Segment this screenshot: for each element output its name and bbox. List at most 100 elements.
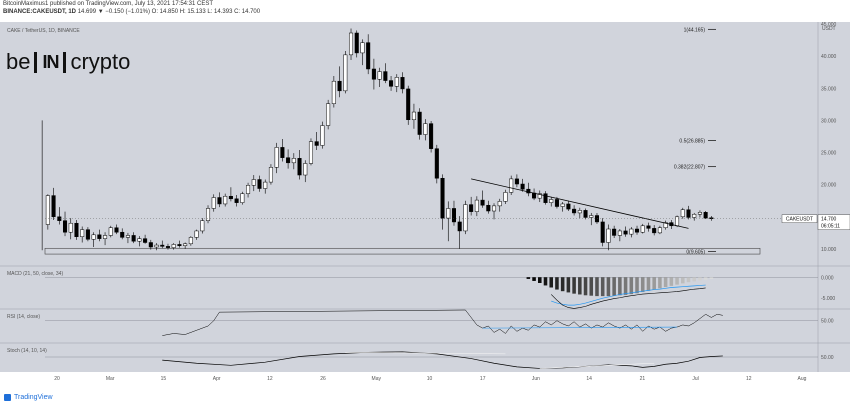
candle — [217, 197, 222, 205]
candle — [320, 125, 325, 146]
candle — [491, 205, 497, 212]
candle — [148, 242, 153, 248]
x-tick-label: 15 — [161, 376, 167, 382]
pane-title: Stoch (14, 10, 14) — [7, 348, 47, 354]
candle — [377, 71, 382, 80]
candle — [308, 141, 314, 164]
macd-histogram-bar — [658, 277, 662, 289]
candle — [629, 228, 634, 235]
candle — [497, 201, 502, 207]
descending-trendline — [471, 178, 689, 229]
candle — [469, 204, 474, 212]
price-tag-box — [817, 214, 850, 230]
candle — [331, 80, 336, 104]
candle — [97, 234, 102, 239]
candle — [394, 77, 399, 87]
x-tick-label: 14 — [586, 376, 592, 382]
candle — [154, 244, 159, 248]
macd-histogram-bar — [555, 277, 559, 290]
candle — [652, 228, 657, 234]
price-tag: 14.700 — [821, 217, 837, 223]
candle — [280, 147, 285, 158]
macd-histogram-bar — [663, 277, 668, 288]
candle — [537, 193, 542, 199]
x-tick-label: 10 — [427, 376, 433, 382]
candle — [85, 229, 90, 240]
candle — [680, 209, 685, 218]
candle — [257, 179, 262, 189]
macd-histogram-bar — [543, 277, 548, 286]
candle — [514, 178, 519, 185]
macd-histogram-bar — [635, 277, 639, 294]
candle — [640, 225, 645, 233]
candle — [423, 123, 428, 135]
candle — [303, 163, 308, 176]
candle — [326, 103, 331, 126]
candle — [566, 203, 571, 210]
pane-title: CAKE / TetherUS, 1D, BINANCE — [7, 28, 80, 34]
tradingview-label: TradingView — [14, 394, 53, 401]
candle — [268, 167, 273, 183]
candle — [223, 195, 228, 205]
stoch-guide-line — [345, 352, 506, 355]
candle — [692, 213, 697, 218]
candle — [194, 230, 199, 238]
candle — [503, 192, 508, 202]
macd-histogram-bar — [538, 277, 542, 283]
candle — [188, 237, 193, 245]
candle — [686, 209, 691, 218]
x-tick-label: Mar — [106, 376, 115, 382]
y-tick-label: 50.00 — [821, 355, 834, 361]
macd-line — [551, 287, 706, 309]
candle — [366, 42, 371, 70]
candle — [91, 234, 96, 240]
candle — [520, 183, 525, 190]
candle — [125, 235, 130, 238]
candle — [274, 147, 279, 168]
candle — [246, 185, 251, 194]
candle — [429, 123, 434, 149]
x-tick-label: Apr — [213, 376, 221, 382]
candle — [234, 198, 239, 203]
candle — [577, 210, 582, 214]
candle — [171, 244, 176, 248]
symbol-ohlc: BINANCE:CAKEUSDT, 1D 14.699 ▼ −0.150 (−1… — [3, 9, 260, 15]
macd-histogram-bar — [686, 277, 691, 283]
candle — [697, 212, 702, 215]
macd-histogram-bar — [589, 277, 594, 296]
macd-histogram-bar — [618, 277, 622, 296]
candle — [68, 222, 73, 233]
candle — [120, 231, 125, 238]
logo-text-right: crypto — [70, 49, 131, 74]
candle — [297, 158, 302, 176]
candle — [337, 80, 342, 92]
candle — [451, 208, 457, 223]
tradingview-brand[interactable]: TradingView — [4, 394, 53, 401]
candle — [474, 199, 479, 212]
macd-histogram-bar — [578, 277, 582, 295]
candle — [314, 141, 319, 146]
y-tick-label: 35.000 — [821, 86, 837, 92]
macd-histogram-bar — [640, 277, 645, 293]
fib-level-label: 1(44.165) — [684, 27, 706, 33]
candle — [103, 235, 108, 239]
candle — [160, 244, 165, 247]
beincrypto-logo: be IN crypto — [6, 49, 130, 75]
candle — [114, 227, 119, 233]
x-tick-label: 26 — [320, 376, 326, 382]
x-tick-label: 12 — [267, 376, 273, 382]
candle — [600, 221, 605, 243]
candle — [543, 193, 548, 203]
candle — [417, 111, 422, 135]
candle — [400, 77, 405, 90]
candle — [354, 32, 359, 54]
macd-histogram-bar — [600, 277, 605, 297]
candle — [360, 42, 365, 54]
candle — [446, 208, 451, 219]
candle — [634, 228, 640, 233]
candle — [74, 222, 79, 237]
macd-histogram-bar — [532, 277, 536, 281]
tradingview-icon — [4, 394, 11, 401]
fib-level-label: 0.382(22.807) — [674, 165, 705, 171]
macd-histogram-bar — [709, 277, 714, 279]
